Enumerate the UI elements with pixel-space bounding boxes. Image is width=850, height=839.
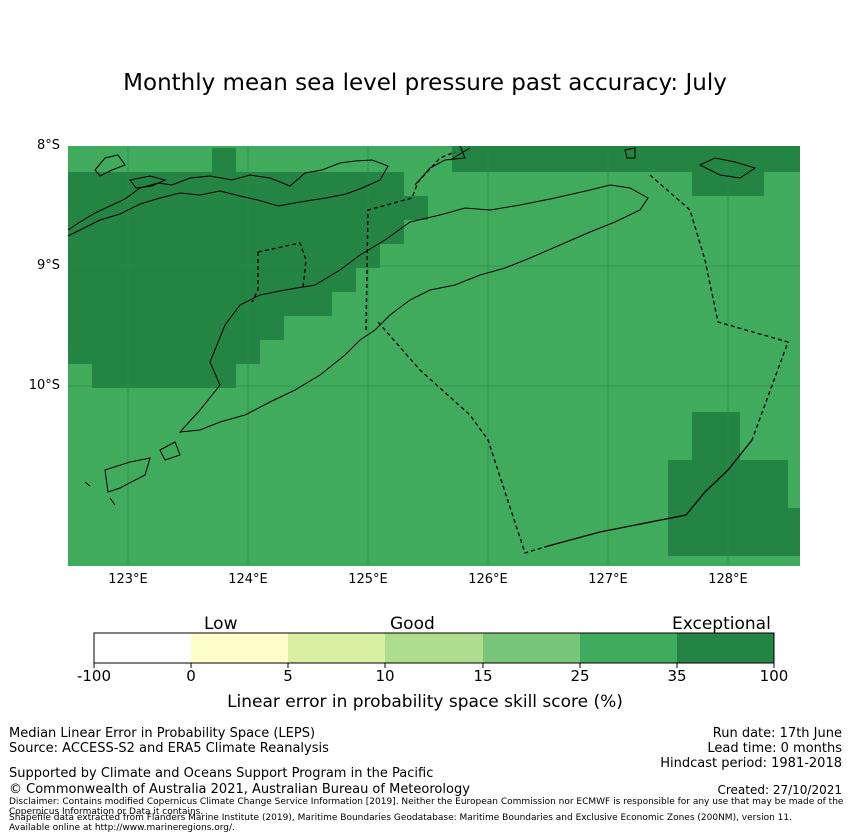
maritime-boundaries (251, 151, 789, 554)
colorbar-segment-5 (483, 633, 580, 663)
category-low: Low (204, 614, 238, 634)
coastlines (67, 145, 757, 506)
footer-disclaimer: Disclaimer: Contains modified Copernicus… (9, 797, 844, 817)
eez-boundary-timor-leste (365, 151, 789, 554)
tick-label: 15 (473, 667, 493, 685)
footer-support: Supported by Climate and Oceans Support … (9, 766, 434, 781)
colorbar-axis-label: Linear error in probability space skill … (227, 692, 623, 712)
tick-label: 100 (759, 667, 789, 685)
lon-label-124e: 124°E (228, 572, 268, 587)
category-good: Good (390, 614, 435, 634)
tick-label: -100 (76, 667, 112, 685)
tick-label: 10 (375, 667, 395, 685)
lat-label-8s: 8°S (36, 138, 60, 153)
coast-wetar (414, 145, 471, 186)
coast-rote-sawu (104, 441, 181, 506)
colorbar-segment-7 (677, 633, 774, 663)
tick-label: 35 (667, 667, 687, 685)
colorbar-ticks (93, 663, 775, 668)
tick-label: 0 (186, 667, 196, 685)
lat-label-9s: 9°S (36, 258, 60, 273)
chart-title: Monthly mean sea level pressure past acc… (123, 70, 727, 96)
colorbar-outline (93, 632, 775, 664)
footer-method: Median Linear Error in Probability Space… (9, 726, 316, 741)
lon-label-128e: 128°E (708, 572, 748, 587)
skill-score-map (67, 145, 800, 566)
footer-run-date: Run date: 17th June (712, 726, 842, 741)
category-exceptional: Exceptional (672, 614, 771, 634)
colorbar-segment-2 (191, 633, 288, 663)
map-gridlines (68, 146, 800, 566)
colorbar-segment-4 (385, 633, 483, 663)
lat-label-10s: 10°S (28, 378, 60, 393)
lon-label-126e: 126°E (468, 572, 508, 587)
boundary-australia-solid (547, 439, 753, 547)
colorbar-segment-6 (580, 633, 677, 663)
colorbar-segment-3 (288, 633, 385, 663)
lon-label-125e: 125°E (348, 572, 388, 587)
coast-flores-north-islands (94, 154, 167, 189)
tick-label: 5 (283, 667, 293, 685)
coast-sumba-east (84, 147, 757, 487)
coast-timor (178, 184, 649, 433)
lon-label-123e: 123°E (108, 572, 148, 587)
colorbar-segment-1 (94, 633, 191, 663)
footer-source: Source: ACCESS-S2 and ERA5 Climate Reana… (9, 741, 329, 756)
footer-lead-time: Lead time: 0 months (707, 741, 842, 756)
footer-created: Created: 27/10/2021 (717, 783, 842, 797)
eez-boundary-oecusse (251, 242, 307, 303)
exceptional-region-southeast (668, 412, 800, 556)
tick-label: 25 (570, 667, 590, 685)
footer-shapefile: Shapefile data extracted from Flanders M… (9, 813, 792, 833)
lon-label-127e: 127°E (588, 572, 628, 587)
footer-hindcast: Hindcast period: 1981-2018 (660, 756, 842, 771)
footer-copyright: © Commonwealth of Australia 2021, Austra… (9, 782, 470, 797)
colorbar (93, 632, 775, 668)
